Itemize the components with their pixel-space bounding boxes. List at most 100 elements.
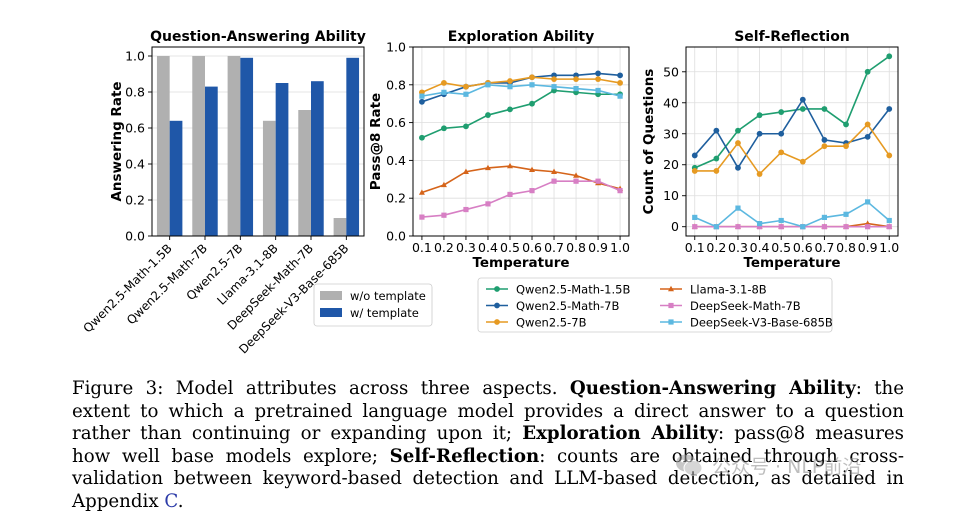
reflect-data-point (778, 149, 785, 156)
reflect-data-point (756, 224, 763, 230)
qa-bar-without-template (192, 56, 205, 236)
explore-data-point (617, 80, 623, 86)
qa-legend-label: w/ template (350, 306, 419, 320)
reflect-data-point (800, 224, 806, 230)
reflect-data-point (778, 130, 785, 137)
reflect-data-point (821, 143, 828, 150)
qa-ytick-label: 0.8 (125, 85, 145, 100)
qa-ytick-label: 0.4 (125, 157, 145, 172)
qa-ytick-label: 0.0 (125, 229, 145, 244)
reflect-data-point (799, 158, 806, 165)
qa-y-axis-label: Answering Rate (109, 81, 125, 201)
reflect-xtick-label: 0.7 (814, 240, 834, 255)
figure-3: 0.00.20.40.60.81.0Qwen2.5-Math-1.5BQwen2… (81, 29, 900, 356)
explore-ytick-label: 0.8 (386, 77, 406, 92)
model-legend-label: Qwen2.5-Math-1.5B (516, 282, 630, 296)
explore-data-point (595, 178, 601, 184)
reflect-data-point (886, 152, 893, 159)
explore-data-point (529, 82, 535, 88)
explore-y-axis-label: Pass@8 Rate (368, 93, 384, 190)
reflect-series-line (694, 200, 890, 228)
reflect-data-point (865, 199, 871, 205)
explore-xtick-label: 0.5 (500, 240, 520, 255)
reflect-data-point (778, 109, 785, 115)
reflect-xtick-label: 0.4 (750, 240, 770, 255)
explore-data-point (441, 89, 447, 95)
explore-data-point (529, 166, 536, 173)
qa-bar-without-template (262, 120, 276, 236)
explore-data-point (419, 93, 425, 99)
reflect-axes-frame (685, 46, 899, 237)
reflect-data-point (692, 214, 698, 221)
explore-ytick-label: 1.0 (386, 40, 406, 55)
model-legend-label: Qwen2.5-Math-7B (516, 299, 619, 313)
qa-ytick-label: 0.2 (125, 193, 145, 208)
reflect-xtick-label: 0.3 (728, 240, 748, 255)
reflect-data-point (713, 224, 719, 230)
explore-series-line (421, 89, 621, 139)
caption-explore-text: : pass@8 measures how well base models e… (72, 423, 904, 467)
explore-data-point (441, 80, 447, 86)
model-legend-marker (668, 319, 674, 325)
reflect-data-point (886, 106, 893, 112)
explore-data-point (419, 134, 425, 141)
explore-data-point (485, 112, 491, 118)
explore-data-point (617, 188, 623, 194)
reflect-xtick-label: 0.1 (685, 240, 705, 255)
explore-data-point (529, 74, 535, 81)
explore-data-point (573, 178, 579, 184)
explore-data-point (440, 181, 447, 188)
explore-data-point (419, 98, 425, 105)
reflect-data-point (756, 171, 763, 177)
reflect-data-point (713, 168, 720, 174)
model-legend-marker (494, 302, 500, 309)
reflect-data-point (799, 96, 806, 103)
explore-data-point (463, 91, 469, 97)
reflect-data-point (886, 217, 892, 224)
explore-data-point (484, 164, 491, 171)
explore-data-point (551, 76, 557, 83)
caption-label: Figure 3: Model attributes across three … (72, 378, 558, 399)
caption-qa-text: : the extent to which a pretrained langu… (72, 378, 904, 445)
explore-data-point (441, 125, 447, 132)
reflect-series-line (694, 98, 890, 170)
reflect-data-point (756, 130, 763, 137)
explore-data-point (507, 78, 513, 84)
reflect-series-line (694, 123, 890, 176)
qa-bar-with-template (205, 86, 218, 236)
watermark-text: 公众号 · NLP前沿 (712, 455, 862, 478)
reflect-chart-title: Self-Reflection (734, 29, 850, 45)
explore-ytick-label: 0.0 (386, 229, 406, 244)
model-legend-marker (494, 286, 500, 292)
figure-caption: Figure 3: Model attributes across three … (72, 378, 904, 514)
reflect-data-point (864, 121, 871, 128)
qa-bar-with-template (240, 57, 254, 236)
explore-data-point (485, 82, 491, 88)
qa-bar-with-template (169, 120, 183, 236)
explore-xtick-label: 1.0 (610, 240, 630, 255)
explore-data-point (595, 76, 601, 83)
explore-x-axis-label: Temperature (472, 255, 569, 271)
explore-series-line (421, 180, 621, 218)
caption-reflect-term: Self-Reflection (389, 445, 540, 467)
reflect-data-point (735, 224, 741, 230)
explore-data-point (617, 93, 623, 99)
reflect-data-point (778, 217, 784, 224)
reflect-xtick-label: 0.5 (771, 240, 791, 255)
explore-data-point (529, 100, 535, 107)
explore-data-point (463, 123, 469, 130)
reflect-data-point (821, 224, 828, 230)
exploration-ability-chart: 0.00.20.40.60.81.00.1 0.2 0.3 0.4 0.5 0.6 0.7 0… (368, 29, 630, 271)
appendix-link[interactable]: C (164, 490, 178, 512)
qa-legend: w/o template w/ template (313, 283, 433, 327)
reflect-y-axis-label: Count of Questions (641, 69, 657, 215)
explore-data-point (485, 201, 491, 207)
reflect-data-point (713, 127, 720, 134)
qa-bar-with-template (275, 83, 289, 236)
reflect-xtick-label: 0.2 (706, 240, 726, 255)
caption-end: . (177, 490, 184, 512)
reflect-data-point (886, 53, 893, 60)
reflect-xtick-label: 0.9 (858, 240, 878, 255)
reflect-data-point (735, 205, 741, 211)
reflect-ytick-label: 40 (663, 95, 679, 110)
